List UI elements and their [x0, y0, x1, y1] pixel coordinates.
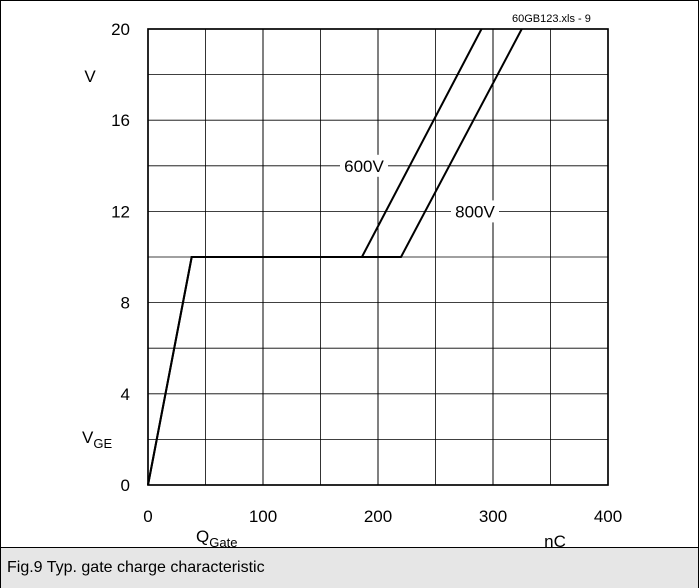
annotation-label-600v: 600V — [344, 157, 384, 176]
x-tick-label: 300 — [479, 507, 507, 526]
annotations: 600V 800V — [340, 154, 499, 223]
y-tick-label: 12 — [111, 202, 130, 221]
plot-frame — [147, 28, 609, 486]
tick-labels: 0 100 200 300 400 0 4 8 12 16 20 — [111, 20, 622, 526]
y-axis-label: VGE — [82, 428, 112, 451]
x-tick-label: 400 — [594, 507, 622, 526]
annotation-bg — [451, 200, 499, 223]
y-axis-label-main: V — [82, 428, 94, 447]
y-unit-label: V — [84, 67, 96, 86]
x-axis-label-main: Q — [196, 527, 209, 546]
file-label: 60GB123.xls - 9 — [512, 13, 591, 25]
y-tick-label: 20 — [111, 20, 130, 39]
x-unit-label: nC — [544, 532, 566, 548]
x-tick-label: 0 — [143, 507, 152, 526]
series-line-800v — [147, 28, 523, 486]
x-axis-label: QGate — [196, 527, 237, 548]
annotation-label-800v: 800V — [455, 202, 495, 221]
x-tick-label: 100 — [249, 507, 277, 526]
x-axis-label-sub: Gate — [209, 535, 237, 548]
y-axis-label-sub: GE — [93, 436, 112, 451]
y-tick-label: 16 — [111, 111, 130, 130]
y-tick-label: 8 — [121, 294, 130, 313]
gate-charge-chart: 0 100 200 300 400 0 4 8 12 16 20 60GB123.xls - 9 V… — [82, 13, 622, 548]
annotation-bg — [340, 154, 388, 177]
x-tick-label: 200 — [364, 507, 392, 526]
figure-caption: Fig.9 Typ. gate charge characteristic — [7, 559, 265, 576]
figure-caption-bar: Fig.9 Typ. gate charge characteristic — [1, 547, 698, 588]
y-tick-label: 0 — [121, 476, 130, 495]
series-group — [147, 28, 523, 486]
y-tick-label: 4 — [121, 385, 130, 404]
